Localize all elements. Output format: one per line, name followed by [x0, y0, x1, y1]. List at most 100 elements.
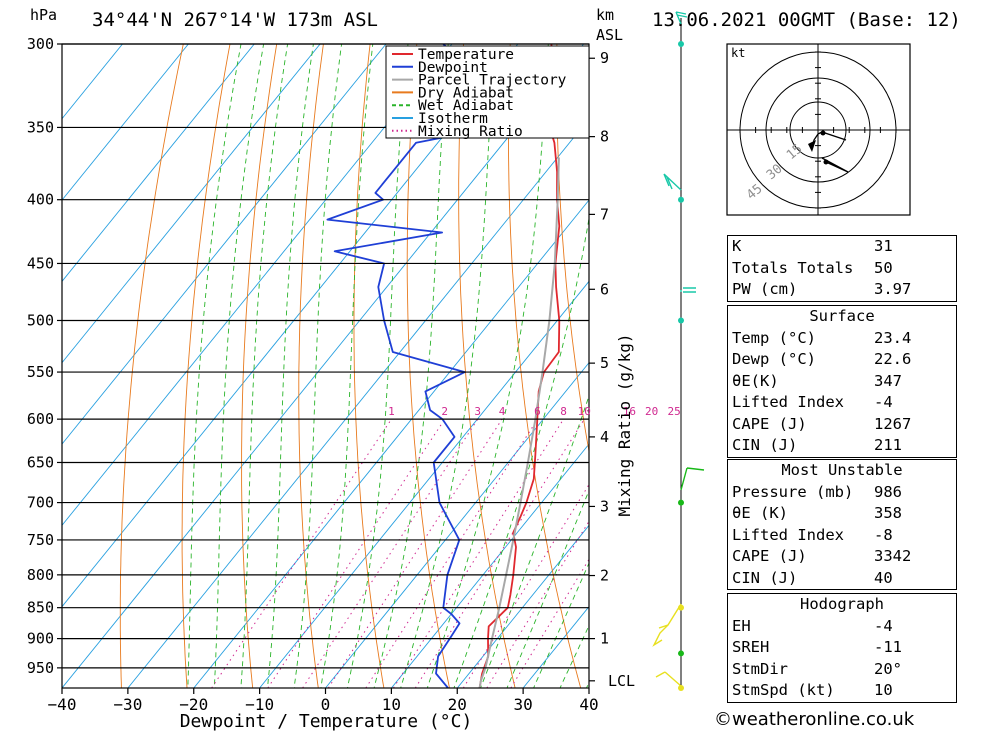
mixing-ratio-label: 3 — [474, 405, 481, 418]
index-label: Totals Totals — [732, 258, 854, 277]
legend-label: Temperature — [418, 47, 514, 63]
wind-level-dot — [678, 499, 684, 506]
surface-value: 211 — [874, 436, 902, 454]
temperature-tick-label: 10 — [382, 695, 401, 714]
mixing-ratio-label: 25 — [668, 405, 681, 418]
parcel-trajectory-line — [478, 157, 560, 688]
hodograph-table: Hodograph EH -4 SREH -11 StmDir 20° StmSpd (kt… — [727, 593, 957, 703]
km-tick-label: 8 — [600, 128, 609, 146]
surface-row: CAPE (J) 1267 — [728, 414, 956, 436]
wet-adiabat-line — [480, 394, 589, 688]
most-unstable-table: Most Unstable Pressure (mb) 986 θE (K) 358 L… — [727, 459, 957, 590]
dewpoint-line — [326, 44, 480, 688]
surface-value: 23.4 — [874, 328, 912, 347]
mixing-ratio-label: 1 — [388, 405, 395, 418]
hodograph-row: StmSpd (kt) 10 — [728, 680, 956, 702]
surface-value: 347 — [874, 371, 902, 390]
hodograph-unit: kt — [731, 46, 745, 60]
indices-table: K 31 Totals Totals 50 PW (cm) 3.97 — [727, 235, 957, 302]
km-tick-label: 2 — [600, 567, 609, 585]
hodograph-label: EH — [732, 616, 751, 635]
pressure-tick-label: 750 — [27, 531, 54, 549]
height-unit-label-asl: ASL — [596, 26, 624, 44]
pressure-tick-label: 550 — [27, 363, 54, 381]
location-title: 34°44'N 267°14'W 173m ASL — [92, 9, 378, 31]
wet-adiabat-line — [320, 44, 374, 688]
mixing-ratio-line — [327, 418, 503, 688]
index-row: Totals Totals 50 — [728, 258, 956, 280]
most-unstable-label: CIN (J) — [732, 568, 798, 587]
surface-label: Lifted Index — [732, 393, 844, 411]
most-unstable-label: Lifted Index — [732, 525, 844, 544]
isotherm-line — [62, 44, 321, 364]
temperature-line — [478, 44, 561, 688]
legend-label: Dewpoint — [418, 60, 488, 76]
surface-table: Surface Temp (°C) 23.4 Dewp (°C) 22.6 θE(K) 3… — [727, 305, 957, 458]
wind-barb — [655, 671, 682, 687]
pressure-tick-label: 800 — [27, 566, 54, 584]
hodograph-row: EH -4 — [728, 616, 956, 638]
temperature-tick-label: 30 — [513, 695, 532, 714]
legend-label: Wet Adiabat — [418, 98, 514, 114]
isotherm-line — [62, 44, 189, 201]
pressure-tick-label: 950 — [27, 659, 54, 677]
temperature-tick-label: 40 — [579, 695, 598, 714]
pressure-tick-label: 400 — [27, 191, 54, 209]
surface-title: Surface — [809, 307, 875, 325]
hodograph-arrow-icon — [808, 140, 816, 152]
pressure-tick-label: 850 — [27, 599, 54, 617]
height-unit-label: km — [596, 6, 615, 24]
surface-label: CAPE (J) — [732, 414, 807, 433]
index-row: K 31 — [728, 236, 956, 258]
km-tick-label: 4 — [600, 428, 609, 446]
index-label: K — [732, 237, 742, 255]
wind-barb — [652, 603, 682, 647]
isotherm-line — [456, 524, 589, 688]
wind-level-dot — [678, 317, 684, 324]
km-tick-label: 1 — [600, 630, 609, 648]
lcl-label: LCL — [608, 672, 635, 690]
km-tick-label: 5 — [600, 354, 609, 372]
isotherm-line — [62, 44, 453, 527]
legend-label: Mixing Ratio — [418, 124, 523, 140]
wet-adiabat-line — [533, 562, 589, 688]
isotherm-line — [62, 44, 387, 445]
legend-label: Isotherm — [418, 111, 488, 127]
wet-adiabat-line — [400, 44, 496, 688]
pressure-tick-label: 900 — [27, 630, 54, 648]
surface-row: Temp (°C) 23.4 — [728, 328, 956, 350]
wet-adiabat-line — [293, 44, 343, 688]
most-unstable-title: Most Unstable — [781, 461, 903, 479]
dry-adiabat-line — [181, 44, 231, 688]
wet-adiabat-line — [559, 624, 589, 688]
surface-value: 22.6 — [874, 350, 912, 368]
isotherm-line — [62, 44, 519, 608]
hodograph-value: -11 — [874, 638, 902, 656]
mixing-ratio-label: 6 — [534, 405, 541, 418]
most-unstable-value: -8 — [874, 525, 893, 544]
wet-adiabat-line — [506, 489, 589, 688]
surface-label: Temp (°C) — [732, 328, 816, 347]
temperature-tick-label: −10 — [245, 695, 274, 714]
most-unstable-row: CAPE (J) 3342 — [728, 546, 956, 568]
index-value: 50 — [874, 258, 893, 277]
wet-adiabat-line — [267, 44, 314, 688]
wind-barb — [675, 11, 688, 25]
isotherm-line — [193, 199, 589, 688]
dry-adiabat-line — [977, 44, 1000, 688]
pressure-tick-label: 450 — [27, 254, 54, 272]
wet-adiabat-line — [373, 44, 449, 688]
most-unstable-label: Pressure (mb) — [732, 482, 854, 501]
surface-label: CIN (J) — [732, 436, 798, 454]
footer-credit: ©weatheronline.co.uk — [714, 709, 915, 730]
mixing-ratio-line — [267, 418, 446, 688]
wind-level-dot — [678, 650, 684, 657]
wind-level-dot — [678, 196, 684, 203]
wet-adiabat-line — [213, 44, 265, 688]
mixing-ratio-label: 10 — [578, 405, 591, 418]
hodograph-point — [823, 159, 829, 165]
legend-box — [385, 45, 590, 139]
datetime-title: 13.06.2021 00GMT (Base: 12) — [652, 9, 961, 31]
mixing-ratio-line — [302, 418, 479, 688]
most-unstable-value: 40 — [874, 568, 893, 587]
